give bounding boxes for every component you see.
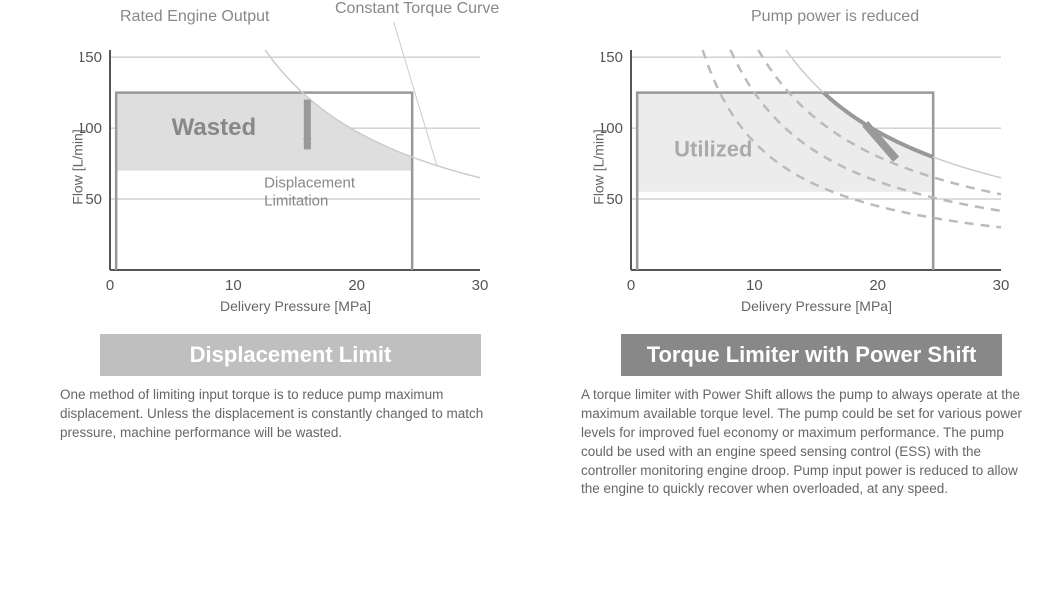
svg-text:0: 0 — [106, 277, 114, 290]
svg-text:30: 30 — [472, 277, 489, 290]
svg-text:Limitation: Limitation — [264, 193, 328, 210]
svg-text:20: 20 — [869, 277, 886, 290]
right-chart-container: Pump power is reduced Flow [L/min] 50100… — [601, 20, 1032, 314]
svg-text:50: 50 — [85, 191, 102, 208]
svg-text:30: 30 — [993, 277, 1010, 290]
left-ylabel: Flow [L/min] — [70, 129, 86, 204]
right-ylabel: Flow [L/min] — [591, 129, 607, 204]
torque-limiter-title: Torque Limiter with Power Shift — [621, 334, 1002, 376]
svg-text:0: 0 — [627, 277, 635, 290]
left-chart-container: Rated Engine Output Constant Torque Curv… — [80, 20, 511, 314]
left-description: One method of limiting input torque is t… — [30, 386, 511, 443]
left-panel: Rated Engine Output Constant Torque Curv… — [30, 20, 511, 499]
svg-text:Utilized: Utilized — [674, 136, 752, 161]
svg-text:Displacement: Displacement — [264, 175, 356, 192]
constant-torque-curve-label: Constant Torque Curve — [335, 0, 499, 18]
svg-text:20: 20 — [348, 277, 365, 290]
svg-text:10: 10 — [225, 277, 242, 290]
svg-text:150: 150 — [601, 49, 623, 66]
left-xlabel: Delivery Pressure [MPa] — [80, 298, 511, 314]
displacement-limit-title: Displacement Limit — [100, 334, 481, 376]
left-chart-svg: 501001500102030WastedDisplacementLimitat… — [80, 20, 500, 290]
svg-text:150: 150 — [80, 49, 102, 66]
svg-text:50: 50 — [606, 191, 623, 208]
right-panel: Pump power is reduced Flow [L/min] 50100… — [551, 20, 1032, 499]
svg-text:Wasted: Wasted — [172, 114, 256, 141]
svg-text:10: 10 — [746, 277, 763, 290]
pump-power-reduced-label: Pump power is reduced — [751, 8, 919, 26]
panels-row: Rated Engine Output Constant Torque Curv… — [30, 20, 1032, 499]
right-description: A torque limiter with Power Shift allows… — [551, 386, 1032, 499]
right-chart-svg: 501001500102030Utilized — [601, 20, 1021, 290]
rated-engine-output-label: Rated Engine Output — [120, 8, 269, 26]
right-xlabel: Delivery Pressure [MPa] — [601, 298, 1032, 314]
